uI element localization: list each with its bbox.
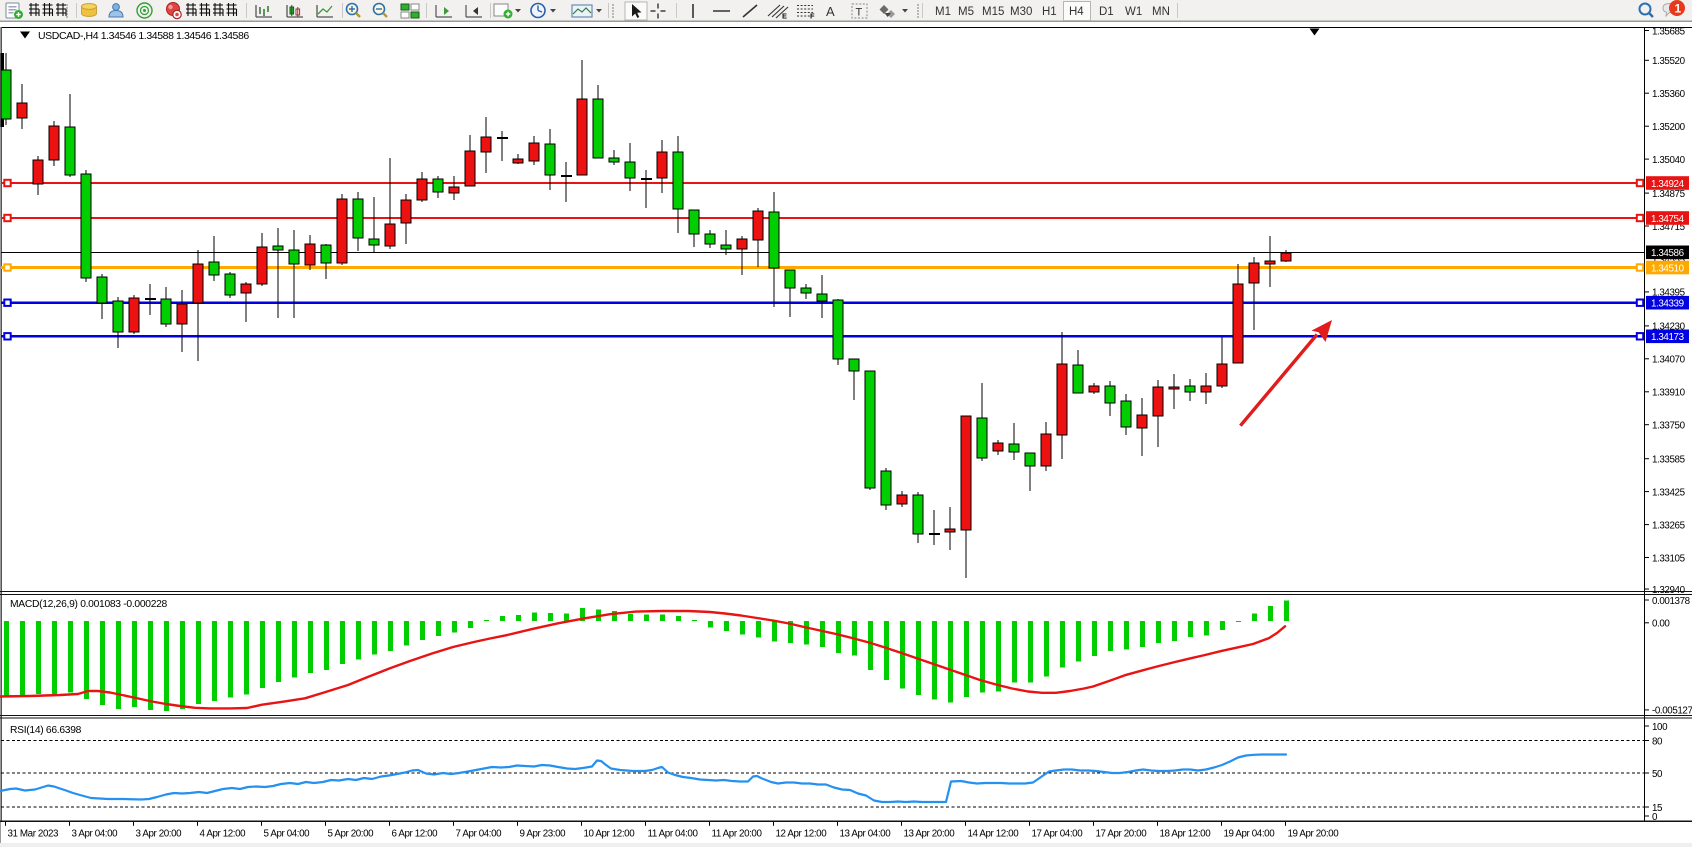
svg-text:1.34715: 1.34715 — [1652, 222, 1686, 233]
svg-text:5 Apr 04:00: 5 Apr 04:00 — [264, 829, 311, 840]
svg-text:M30: M30 — [1010, 6, 1032, 18]
svg-text:3 Apr 20:00: 3 Apr 20:00 — [136, 829, 183, 840]
svg-text:F: F — [810, 12, 815, 21]
svg-text:1.34924: 1.34924 — [1651, 179, 1685, 190]
svg-text:13 Apr 04:00: 13 Apr 04:00 — [840, 829, 892, 840]
svg-text:17 Apr 04:00: 17 Apr 04:00 — [1032, 829, 1084, 840]
svg-text:H4: H4 — [1069, 6, 1084, 18]
svg-text:1.34754: 1.34754 — [1651, 214, 1685, 225]
svg-text:9 Apr 23:00: 9 Apr 23:00 — [520, 829, 567, 840]
svg-text:18 Apr 12:00: 18 Apr 12:00 — [1160, 829, 1212, 840]
svg-text:E: E — [782, 12, 787, 21]
svg-text:0: 0 — [1652, 812, 1658, 823]
svg-text:1: 1 — [1675, 2, 1682, 16]
svg-text:1.34555: 1.34555 — [1652, 255, 1686, 266]
svg-text:1.33750: 1.33750 — [1652, 421, 1686, 432]
svg-text:19 Apr 20:00: 19 Apr 20:00 — [1288, 829, 1340, 840]
svg-text:USDCAD-,H4 1.34546 1.34588 1.: USDCAD-,H4 1.34546 1.34588 1.34546 1.345… — [38, 30, 249, 42]
svg-text:14 Apr 12:00: 14 Apr 12:00 — [968, 829, 1020, 840]
svg-text:4 Apr 12:00: 4 Apr 12:00 — [200, 829, 247, 840]
svg-text:M1: M1 — [935, 6, 951, 18]
svg-text:31 Mar 2023: 31 Mar 2023 — [8, 829, 60, 840]
svg-text:1.34070: 1.34070 — [1652, 355, 1686, 366]
svg-text:T: T — [856, 7, 863, 19]
svg-text:50: 50 — [1652, 769, 1663, 780]
svg-text:A: A — [826, 4, 835, 19]
svg-text:D1: D1 — [1099, 6, 1114, 18]
svg-text:10 Apr 12:00: 10 Apr 12:00 — [584, 829, 636, 840]
svg-text:11 Apr 04:00: 11 Apr 04:00 — [648, 829, 699, 840]
svg-text:0.00: 0.00 — [1652, 619, 1670, 630]
svg-text:6 Apr 12:00: 6 Apr 12:00 — [392, 829, 439, 840]
svg-text:1.35520: 1.35520 — [1652, 56, 1686, 67]
svg-text:1.33105: 1.33105 — [1652, 553, 1686, 564]
svg-text:1.33585: 1.33585 — [1652, 455, 1686, 466]
svg-text:M5: M5 — [958, 6, 974, 18]
svg-text:100: 100 — [1652, 722, 1668, 733]
svg-text:19 Apr 04:00: 19 Apr 04:00 — [1224, 829, 1276, 840]
svg-text:1.34395: 1.34395 — [1652, 288, 1686, 299]
svg-text:1.34339: 1.34339 — [1651, 299, 1684, 310]
svg-text:1.34230: 1.34230 — [1652, 322, 1686, 333]
svg-text:80: 80 — [1652, 736, 1663, 747]
svg-text:1.33425: 1.33425 — [1652, 487, 1686, 498]
svg-text:H1: H1 — [1042, 6, 1057, 18]
svg-text:12 Apr 12:00: 12 Apr 12:00 — [776, 829, 828, 840]
svg-text:13 Apr 20:00: 13 Apr 20:00 — [904, 829, 956, 840]
svg-text:7 Apr 04:00: 7 Apr 04:00 — [456, 829, 503, 840]
svg-text:1.35360: 1.35360 — [1652, 89, 1686, 100]
svg-text:1.34510: 1.34510 — [1651, 263, 1685, 274]
svg-text:15: 15 — [1652, 803, 1663, 814]
svg-text:1.34586: 1.34586 — [1651, 248, 1685, 259]
svg-text:M15: M15 — [982, 6, 1004, 18]
svg-text:MN: MN — [1152, 6, 1170, 18]
svg-text:1.34875: 1.34875 — [1652, 189, 1686, 200]
svg-text:1.33265: 1.33265 — [1652, 520, 1686, 531]
svg-text:1.34173: 1.34173 — [1651, 332, 1685, 343]
svg-text:RSI(14) 66.6398: RSI(14) 66.6398 — [10, 725, 82, 736]
svg-text:1.32940: 1.32940 — [1652, 585, 1686, 596]
svg-text:1.35200: 1.35200 — [1652, 122, 1686, 133]
svg-text:W1: W1 — [1125, 6, 1142, 18]
svg-text:1.35040: 1.35040 — [1652, 155, 1686, 166]
svg-text:1.35685: 1.35685 — [1652, 26, 1686, 37]
svg-text:0.001378: 0.001378 — [1652, 596, 1691, 607]
svg-text:17 Apr 20:00: 17 Apr 20:00 — [1096, 829, 1148, 840]
svg-text:-0.005127: -0.005127 — [1652, 706, 1692, 717]
svg-text:3 Apr 04:00: 3 Apr 04:00 — [72, 829, 119, 840]
svg-text:MACD(12,26,9) 0.001083 -0.0002: MACD(12,26,9) 0.001083 -0.000228 — [10, 599, 168, 610]
svg-text:5 Apr 20:00: 5 Apr 20:00 — [328, 829, 375, 840]
svg-text:11 Apr 20:00: 11 Apr 20:00 — [712, 829, 763, 840]
svg-text:1.33910: 1.33910 — [1652, 388, 1686, 399]
